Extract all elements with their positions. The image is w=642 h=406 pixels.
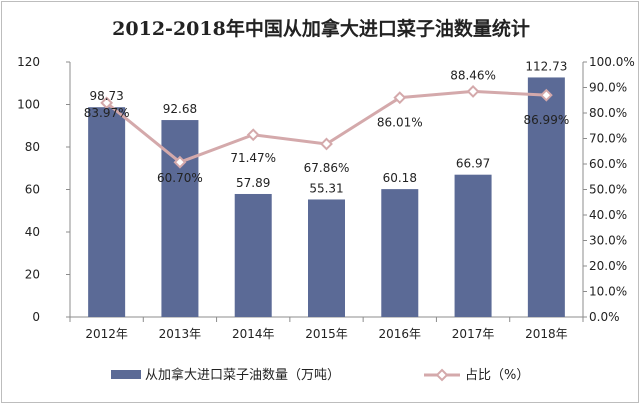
left-tick-label: 0	[32, 310, 40, 324]
line-data-label: 67.86%	[304, 161, 350, 175]
category-label: 2013年	[159, 327, 202, 341]
legend-label-line: 占比（%）	[465, 368, 529, 383]
line-data-label: 86.99%	[523, 113, 569, 127]
legend-swatch-bar	[111, 370, 141, 379]
line-marker	[246, 128, 260, 142]
line-marker	[539, 88, 553, 102]
bar-data-labels: 98.73 92.68 57.89 55.31 60.18 66.97 112.73	[89, 59, 567, 195]
bar	[527, 77, 565, 317]
bar-data-label: 57.89	[236, 176, 270, 190]
right-tick-label: 10.0%	[589, 285, 627, 299]
left-tick-label: 40	[25, 225, 40, 239]
line-data-label: 71.47%	[230, 151, 276, 165]
bar	[308, 199, 345, 317]
left-tick-label: 60	[25, 183, 40, 197]
bar-series	[88, 77, 565, 318]
right-tick-label: 90.0%	[589, 81, 627, 95]
bar-data-label: 60.18	[383, 171, 417, 185]
right-tick-label: 70.0%	[589, 132, 627, 146]
bar	[381, 189, 419, 317]
legend-swatch-marker	[435, 368, 449, 382]
line-data-labels: 83.97% 60.70% 71.47% 67.86% 86.01% 88.46% 86.9…	[84, 68, 569, 185]
right-tick-label: 100.0%	[589, 55, 635, 69]
right-tick-label: 30.0%	[589, 234, 627, 248]
line-marker	[393, 91, 407, 105]
bar	[454, 174, 492, 317]
category-label: 2015年	[305, 327, 348, 341]
left-tick-label: 100	[17, 98, 40, 112]
legend-label-bar: 从加拿大进口菜子油数量（万吨）	[145, 367, 340, 383]
chart-title: 2012-2018年中国从加拿大进口菜子油数量统计	[112, 18, 530, 40]
bar	[234, 193, 272, 317]
right-tick-label: 40.0%	[589, 208, 627, 222]
left-tick-label: 20	[25, 268, 40, 282]
bar	[88, 107, 126, 317]
left-axis-ticks: 0 20 40 60 80 100 120	[17, 55, 70, 324]
right-tick-label: 80.0%	[589, 106, 627, 120]
bar-data-label: 55.31	[309, 181, 343, 195]
category-label: 2014年	[232, 327, 275, 341]
line-marker	[320, 137, 333, 151]
category-label: 2018年	[525, 327, 568, 341]
right-tick-label: 60.0%	[589, 157, 627, 171]
line-marker	[173, 155, 187, 169]
bar-data-label: 112.73	[525, 59, 567, 73]
bar-data-label: 92.68	[163, 102, 197, 116]
right-axis-ticks: 0.0% 10.0% 20.0% 30.0% 40.0% 50.0% 60.0% 70.0% 8…	[583, 55, 635, 324]
line-series	[100, 85, 553, 169]
right-tick-label: 50.0%	[589, 183, 627, 197]
bar-data-label: 66.97	[456, 157, 490, 171]
line-data-label: 83.97%	[84, 106, 130, 120]
left-tick-label: 80	[25, 140, 40, 154]
bar	[161, 120, 199, 318]
right-tick-label: 0.0%	[589, 310, 620, 324]
category-label: 2016年	[379, 327, 422, 341]
line-data-label: 88.46%	[450, 68, 496, 82]
left-tick-label: 120	[17, 55, 40, 69]
category-labels: 2012年 2013年 2014年 2015年 2016年 2017年 2018年	[85, 327, 567, 341]
bar-data-label: 98.73	[89, 89, 123, 103]
legend: 从加拿大进口菜子油数量（万吨） 占比（%）	[111, 367, 529, 383]
line-marker	[466, 85, 480, 98]
category-label: 2017年	[452, 327, 495, 341]
line-marker	[100, 96, 114, 110]
category-label: 2012年	[85, 327, 128, 341]
right-tick-label: 20.0%	[589, 259, 627, 273]
line-data-label: 60.70%	[157, 171, 203, 185]
line-data-label: 86.01%	[377, 116, 423, 130]
